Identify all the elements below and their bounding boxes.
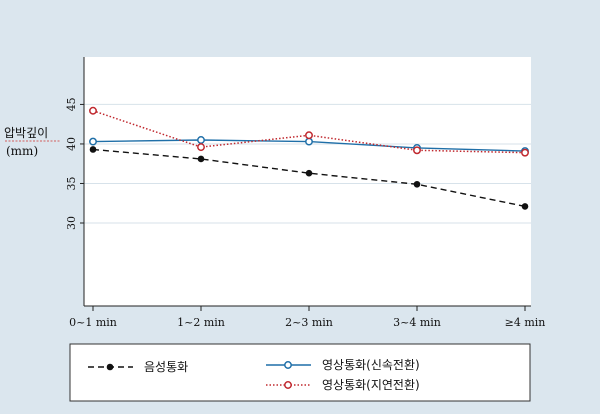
y-tick-label: 45 xyxy=(65,97,78,111)
legend-label: 영상통화(신속전환) xyxy=(322,358,420,372)
y-axis-label-line2: (mm) xyxy=(6,144,38,158)
legend-box xyxy=(69,343,531,402)
data-point xyxy=(89,137,97,146)
data-point xyxy=(413,146,421,155)
series-line xyxy=(92,148,526,208)
x-tick-label: ≥4 min xyxy=(505,316,546,329)
data-point xyxy=(89,106,97,115)
plot-area: 30 35 40 45 0~1 min 1~2 min 2~3 min 3~4 min ≥4 m… xyxy=(4,57,545,329)
data-point xyxy=(413,180,421,188)
data-point xyxy=(197,136,205,144)
series-line xyxy=(92,110,526,154)
x-tick-label: 2~3 min xyxy=(285,316,333,329)
legend-label: 음성통화 xyxy=(144,360,188,374)
y-tick-label: 40 xyxy=(65,137,78,151)
plot-background xyxy=(84,57,531,306)
x-tick-label: 3~4 min xyxy=(393,316,441,329)
legend: 음성통화 영상통화(신속전환) 영상통화(지연전환) xyxy=(69,343,531,402)
data-point xyxy=(305,137,313,146)
data-point xyxy=(521,148,529,157)
y-tick-label: 30 xyxy=(65,216,78,230)
data-point xyxy=(197,143,205,152)
legend-swatch-marker xyxy=(284,381,292,389)
legend-swatch-marker xyxy=(106,363,114,371)
data-point xyxy=(89,146,97,153)
data-point xyxy=(305,169,313,177)
x-tick-label: 1~2 min xyxy=(177,316,225,329)
data-point xyxy=(305,131,313,140)
legend-label: 영상통화(지연전환) xyxy=(322,378,420,392)
data-point xyxy=(521,203,529,210)
y-tick-label: 35 xyxy=(65,176,78,190)
data-point xyxy=(197,155,205,163)
y-axis-label-line1: 압박깊이 xyxy=(4,126,48,140)
x-tick-label: 0~1 min xyxy=(69,316,117,329)
legend-swatch-marker xyxy=(284,361,292,369)
